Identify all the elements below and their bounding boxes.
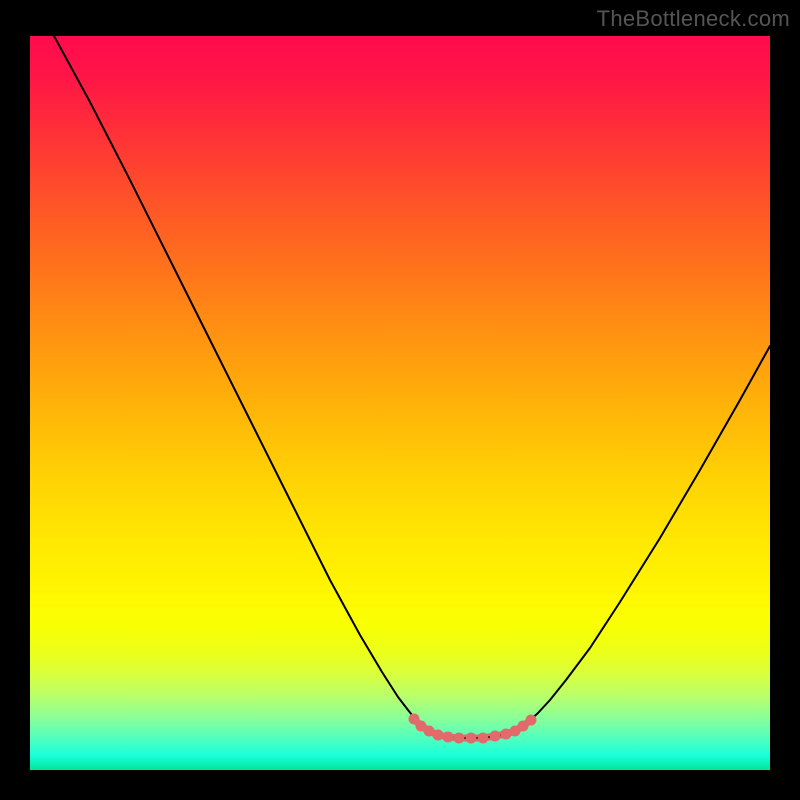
chart-svg xyxy=(0,0,800,800)
watermark-text: TheBottleneck.com xyxy=(597,6,790,32)
highlight-dot xyxy=(490,731,501,742)
highlight-dot xyxy=(526,715,537,726)
highlight-dot xyxy=(443,732,454,743)
highlight-dot xyxy=(454,733,465,744)
highlight-dot xyxy=(466,733,477,744)
highlight-dot xyxy=(478,733,489,744)
highlight-dot xyxy=(433,730,444,741)
plot-area xyxy=(30,36,770,770)
